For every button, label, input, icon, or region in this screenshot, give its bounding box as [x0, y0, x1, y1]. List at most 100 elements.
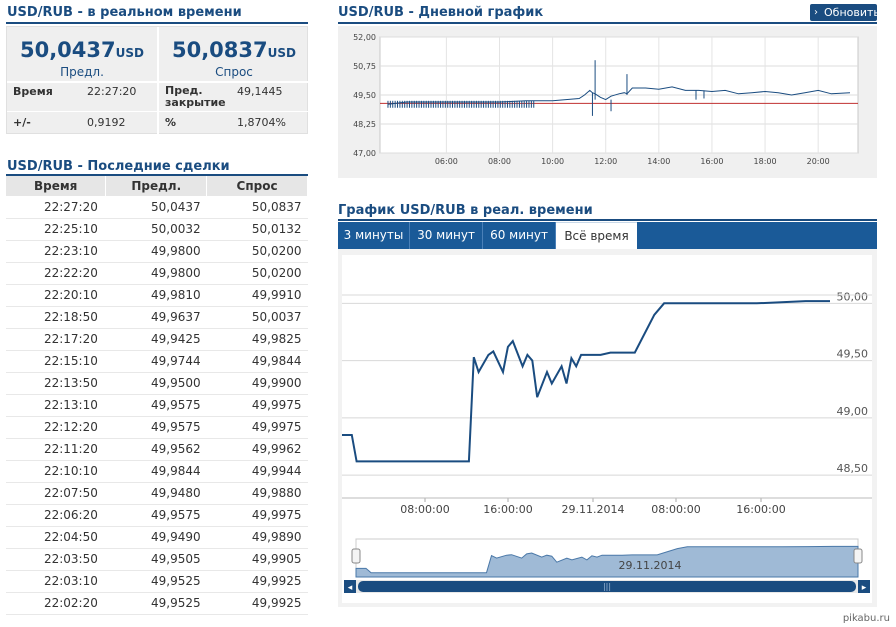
- trade-bid: 49,9800: [105, 240, 207, 263]
- daily-x-tick: 14:00: [647, 157, 670, 166]
- daily-x-tick: 10:00: [541, 157, 564, 166]
- trade-bid: 49,9500: [105, 372, 207, 395]
- interval-tabs: 3 минуты 30 минут 60 минут Всё время: [338, 222, 877, 249]
- trade-time: 22:17:20: [6, 328, 106, 351]
- trade-bid: 49,9637: [105, 306, 207, 329]
- realtime-chart-title-rule: [338, 219, 877, 221]
- trade-ask: 49,9900: [206, 372, 308, 395]
- ask-cell: 50,0837USD Спрос: [159, 27, 309, 81]
- trade-row: 22:10:10 49,9844 49,9944: [6, 460, 308, 483]
- trade-bid: 49,9575: [105, 504, 207, 527]
- refresh-label: Обновить: [824, 6, 880, 19]
- trade-time: 22:07:50: [6, 482, 106, 505]
- trade-ask: 50,0200: [206, 240, 308, 263]
- trade-time: 22:10:10: [6, 460, 106, 483]
- navigator-date-label: 29.11.2014: [619, 559, 682, 572]
- scroll-left-icon: ◂: [348, 583, 353, 593]
- rt-price-line: [342, 300, 830, 463]
- trade-row: 22:03:50 49,9505 49,9905: [6, 548, 308, 571]
- daily-x-tick: 12:00: [594, 157, 617, 166]
- trade-time: 22:11:20: [6, 438, 106, 461]
- rt-x-tick: 16:00:00: [736, 503, 785, 516]
- time-label: Время: [13, 85, 53, 98]
- trade-ask: 49,9880: [206, 482, 308, 505]
- scroll-grip-icon: |||: [603, 582, 611, 591]
- daily-x-tick: 06:00: [435, 157, 458, 166]
- rt-x-tick: 08:00:00: [651, 503, 700, 516]
- trade-bid: 50,0437: [105, 196, 207, 219]
- trade-bid: 49,9525: [105, 592, 207, 615]
- navigator-handle: [351, 548, 361, 564]
- trade-time: 22:12:20: [6, 416, 106, 439]
- trade-ask: 49,9925: [206, 570, 308, 593]
- trade-row: 22:17:20 49,9425 49,9825: [6, 328, 308, 351]
- trade-ask: 49,9905: [206, 548, 308, 571]
- trade-row: 22:22:20 49,9800 50,0200: [6, 262, 308, 285]
- col-ask-header[interactable]: Спрос: [206, 176, 308, 196]
- trade-bid: 49,9562: [105, 438, 207, 461]
- trade-time: 22:03:10: [6, 570, 106, 593]
- trade-time: 22:13:10: [6, 394, 106, 417]
- tab-all-time[interactable]: Всё время: [556, 222, 637, 249]
- trade-row: 22:07:50 49,9480 49,9880: [6, 482, 308, 505]
- realtime-title-rule: [6, 22, 308, 24]
- trade-time: 22:23:10: [6, 240, 106, 263]
- col-bid-header[interactable]: Предл.: [105, 176, 208, 196]
- realtime-title: USD/RUB - в реальном времени: [7, 5, 242, 20]
- daily-x-tick: 18:00: [754, 157, 777, 166]
- trades-header-row: Время Предл. Спрос: [6, 176, 308, 196]
- trade-row: 22:13:10 49,9575 49,9975: [6, 394, 308, 417]
- tab-60-minutes[interactable]: 60 минут: [483, 222, 556, 249]
- daily-title: USD/RUB - Дневной график: [338, 5, 544, 20]
- daily-chart: 52,00 50,75 49,50 48,25 47,00 06:00 08:00 10:00…: [338, 26, 877, 178]
- daily-chart-svg: 52,00 50,75 49,50 48,25 47,00 06:00 08:00 10:00…: [353, 33, 859, 166]
- trade-bid: 49,9744: [105, 350, 207, 373]
- trades-title: USD/RUB - Последние сделки: [7, 159, 230, 174]
- trade-time: 22:27:20: [6, 196, 106, 219]
- trade-row: 22:03:10 49,9525 49,9925: [6, 570, 308, 593]
- quotes-divider-h2: [7, 111, 309, 112]
- daily-x-tick: 08:00: [488, 157, 511, 166]
- trade-bid: 49,9525: [105, 570, 207, 593]
- change-value: 0,9192: [87, 116, 126, 129]
- trade-row: 22:11:20 49,9562 49,9962: [6, 438, 308, 461]
- col-time-header[interactable]: Время: [6, 176, 107, 196]
- realtime-chart-title: График USD/RUB в реал. времени: [338, 203, 593, 218]
- refresh-button[interactable]: › Обновить: [810, 4, 880, 21]
- trade-bid: 49,9490: [105, 526, 207, 549]
- rt-y-tick: 50,00: [837, 290, 869, 303]
- daily-y-tick: 49,50: [353, 91, 376, 100]
- rt-x-tick: 16:00:00: [483, 503, 532, 516]
- trade-bid: 49,9575: [105, 416, 207, 439]
- trade-time: 22:15:10: [6, 350, 106, 373]
- trade-time: 22:20:10: [6, 284, 106, 307]
- trade-bid: 49,9800: [105, 262, 207, 285]
- trades-title-rule: [6, 174, 308, 176]
- rt-x-tick: 08:00:00: [400, 503, 449, 516]
- trade-time: 22:06:20: [6, 504, 106, 527]
- trades-body: 22:27:20 50,0437 50,0837 22:25:10 50,0032 50,…: [6, 196, 308, 615]
- trade-bid: 49,9575: [105, 394, 207, 417]
- trade-row: 22:13:50 49,9500 49,9900: [6, 372, 308, 395]
- daily-y-tick: 47,00: [353, 149, 376, 158]
- trade-bid: 49,9810: [105, 284, 207, 307]
- trade-ask: 49,9844: [206, 350, 308, 373]
- trade-bid: 49,9480: [105, 482, 207, 505]
- ask-label: Спрос: [215, 65, 253, 79]
- trade-row: 22:06:20 49,9575 49,9975: [6, 504, 308, 527]
- quotes-divider-h1: [7, 81, 309, 83]
- pct-value: 1,8704%: [237, 116, 286, 129]
- trade-ask: 50,0200: [206, 262, 308, 285]
- trade-time: 22:18:50: [6, 306, 106, 329]
- trade-ask: 49,9962: [206, 438, 308, 461]
- pct-label: %: [165, 116, 177, 129]
- trades-table: Время Предл. Спрос 22:27:20 50,0437 50,083…: [6, 176, 308, 615]
- tab-30-minutes[interactable]: 30 минут: [410, 222, 483, 249]
- tab-3-minutes[interactable]: 3 минуты: [338, 222, 410, 249]
- trade-ask: 50,0132: [206, 218, 308, 241]
- trade-ask: 49,9975: [206, 394, 308, 417]
- refresh-arrow-icon: ›: [814, 7, 818, 18]
- trade-row: 22:02:20 49,9525 49,9925: [6, 592, 308, 615]
- trade-row: 22:20:10 49,9810 49,9910: [6, 284, 308, 307]
- trade-ask: 50,0837: [206, 196, 308, 219]
